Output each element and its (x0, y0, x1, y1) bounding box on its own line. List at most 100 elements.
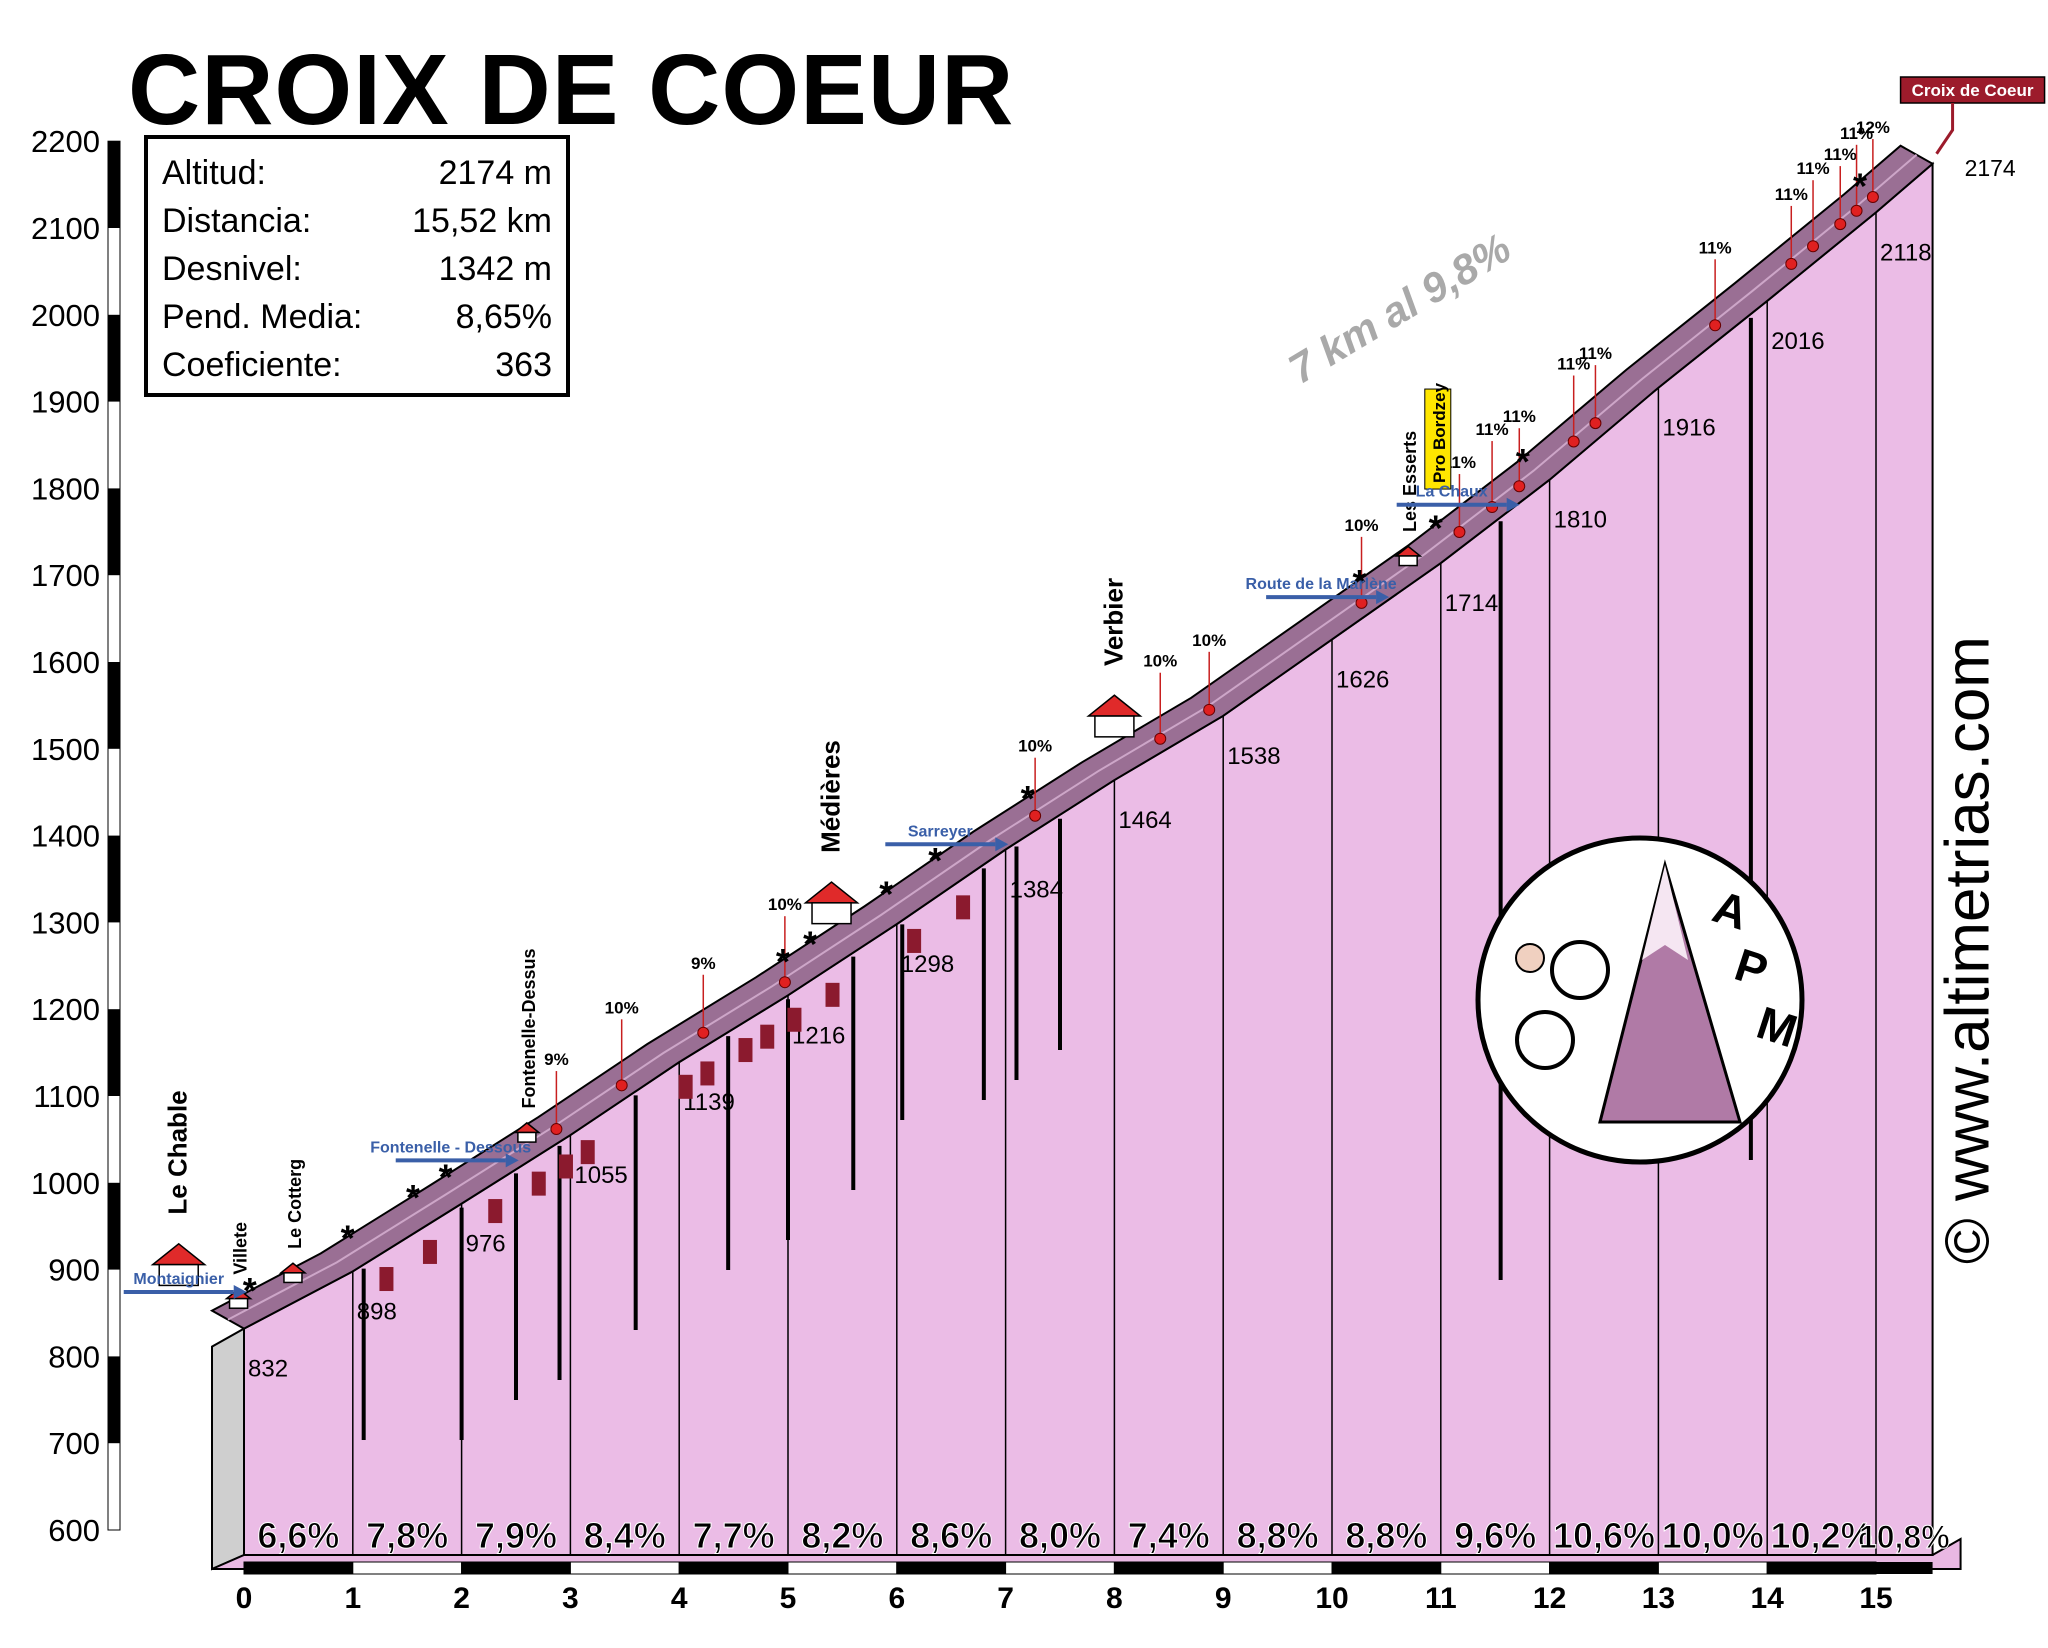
y-tick-label: 1900 (31, 385, 100, 420)
altitude-label: 832 (248, 1356, 288, 1383)
y-tick-label: 2100 (31, 211, 100, 246)
altitude-label: 976 (466, 1231, 506, 1258)
segment-gradient-label: 6,6% (257, 1515, 339, 1556)
y-tick-label: 700 (48, 1426, 100, 1461)
y-tick-label: 1700 (31, 558, 100, 593)
gradient-peak-dot (1850, 204, 1863, 217)
altitude-label: 1714 (1445, 590, 1498, 617)
road-band (209, 144, 1935, 1330)
x-tick-label: 0 (236, 1582, 253, 1615)
summit-pointer (1935, 103, 1955, 155)
x-tick-label: 10 (1315, 1582, 1348, 1615)
segment-gradient-label: 8,4% (584, 1515, 666, 1556)
x-tick-label: 11 (1425, 1582, 1457, 1615)
gradient-peak-dot (1453, 526, 1466, 539)
gradient-peak-label: 10% (1018, 737, 1052, 756)
star-marker: * (879, 873, 893, 914)
segment-gradient-label: 8,6% (910, 1515, 992, 1556)
gradient-peak-label: 12% (1856, 118, 1890, 137)
highlight-text: 7 km al 9,8% (1280, 224, 1518, 393)
gradient-peak-label: 11% (1699, 238, 1732, 257)
y-tick-label: 1000 (31, 1166, 100, 1201)
segment-gradients: 6,6% 7,8% 7,9% 8,4% 7,7% 8,2% 8,6% 8,0% 7,4% 8,8%… (257, 1515, 1950, 1557)
star-marker: * (928, 840, 942, 881)
place-label: Pro Bordzey (1430, 382, 1449, 483)
x-tick-label: 14 (1751, 1582, 1785, 1615)
place-house-walls (283, 1272, 303, 1284)
x-tick-label: 5 (780, 1582, 797, 1615)
logo-snowcap (1642, 865, 1688, 960)
hairpin-marker (531, 1171, 546, 1196)
gradient-peak-dot (1567, 435, 1580, 448)
star-marker: * (341, 1218, 355, 1259)
place-label: Les Esserts (1400, 431, 1420, 532)
place-house-walls (517, 1131, 537, 1143)
stat-value: 15,52 km (412, 202, 552, 240)
distance-bar-segment (1331, 1561, 1442, 1575)
segment-gradient-label: 10,8% (1859, 1519, 1950, 1555)
place-house-walls (1094, 715, 1135, 738)
distance-bar-segment (1222, 1561, 1333, 1575)
altitude-label: 1384 (1010, 876, 1063, 903)
gradient-peak-dot (1785, 257, 1798, 270)
stat-row: Altitud: 2174 m (162, 149, 552, 197)
star-marker: * (776, 941, 790, 982)
star-marker: * (1853, 165, 1867, 206)
distance-bar-segment (1113, 1561, 1224, 1575)
logo-bike-wheel (1550, 940, 1610, 1000)
hairpin-marker (678, 1074, 693, 1099)
distance-bar-segment (352, 1561, 463, 1575)
road-arrow-head (505, 1153, 519, 1168)
gradient-peak-dot (1154, 732, 1167, 745)
place-sign (1424, 388, 1452, 490)
gradient-peak-dot (615, 1079, 628, 1092)
stat-row: Desnivel: 1342 m (162, 245, 552, 293)
hairpin-marker (700, 1061, 715, 1086)
gradient-peak-label: 10% (605, 998, 639, 1017)
x-tick-label: 2 (453, 1582, 470, 1615)
distance-bar-segment (896, 1561, 1007, 1575)
distance-bar-segment (678, 1561, 789, 1575)
logo-bike-wheel (1515, 1010, 1575, 1070)
scale-bar-band (108, 1009, 120, 1096)
y-tick-label: 2000 (31, 298, 100, 333)
gradient-peak-label: 11% (1840, 124, 1873, 143)
place-label: Le Cotterg (285, 1159, 305, 1249)
hairpin-marker (422, 1239, 437, 1264)
altitude-label: 1626 (1336, 666, 1389, 693)
segment-gradient-label: 10,6% (1553, 1515, 1655, 1556)
hairpin-marker (379, 1267, 394, 1292)
gradient-peak-dot (697, 1026, 710, 1039)
altitude-label: 898 (357, 1298, 397, 1325)
stat-value: 363 (495, 346, 552, 384)
segment-gradient-label: 10,0% (1662, 1515, 1764, 1556)
gradient-peak-label: 10% (1345, 516, 1379, 535)
hairpin-marker (787, 1007, 802, 1032)
gradient-peak-dot (1709, 319, 1722, 332)
segment-gradient-label: 7,7% (693, 1515, 775, 1556)
distance-bar-segment (1005, 1561, 1115, 1575)
gradient-peak-label: 11% (1476, 420, 1509, 439)
hairpin-marker (825, 982, 840, 1007)
place-labels: Le Chable Villete Le Cotterg Fontenelle-Des… (123, 382, 1520, 1309)
road-label: Fontenelle - Dessous (370, 1139, 531, 1156)
segment-gradient-label: 8,8% (1237, 1515, 1319, 1556)
stat-label: Pend. Media: (162, 298, 363, 336)
segment-gradient-label: 7,4% (1128, 1515, 1210, 1556)
gradient-peak-label: 9% (544, 1050, 569, 1069)
stat-value: 8,65% (455, 298, 552, 336)
road-label: Sarreyer (908, 823, 973, 840)
stat-row: Pend. Media: 8,65% (162, 293, 552, 341)
altitude-label: 2016 (1771, 328, 1824, 355)
stat-label: Desnivel: (162, 250, 302, 288)
page-title: CROIX DE COEUR (128, 34, 1015, 146)
gradient-peak-label: 10% (1143, 652, 1177, 671)
star-marker: * (1353, 562, 1367, 603)
x-tick-label: 4 (671, 1582, 688, 1615)
y-tick-label: 1400 (31, 819, 100, 854)
hairpin-marker (580, 1140, 595, 1165)
x-tick-label: 9 (1215, 1582, 1232, 1615)
segment-gradient-label: 7,8% (366, 1515, 448, 1556)
apm-logo: APM (1475, 835, 1805, 1165)
side-road-drops (361, 317, 1753, 1440)
